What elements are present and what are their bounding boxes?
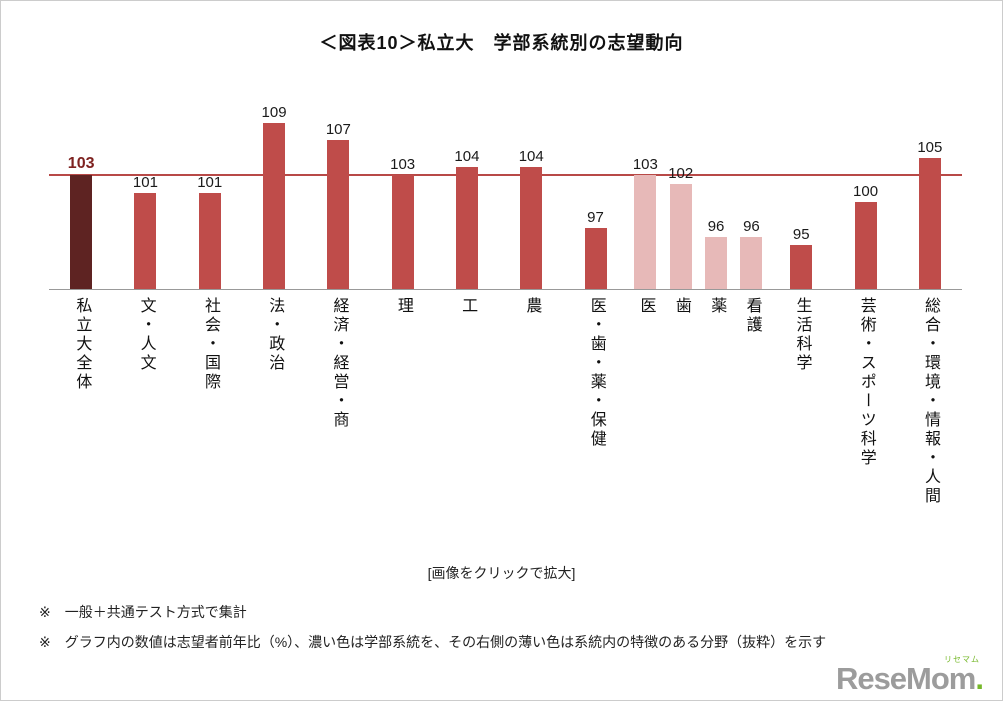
footnote-2: ※ グラフ内の数値は志望者前年比（%）、濃い色は学部系統を、その右側の薄い色は系… [39,633,827,650]
bar-area: 107 [326,79,351,289]
chart-column: 103 医 [628,79,663,547]
bar-value-label: 96 [707,217,725,235]
bar [455,166,478,289]
bar-area: 104 [519,79,544,289]
chart-column: 101 社会・国際 [178,79,242,547]
bar [263,122,286,289]
bar-chart: 103 私立大全体 101 文・人文 101 社会・国際 109 法・政治 107 経済・経営・商… [49,79,962,547]
resemom-logo[interactable]: リセマム ReseMom. [835,656,984,696]
bar [70,175,93,289]
bar-value-label: 103 [390,156,416,174]
category-label: 文・人文 [137,297,155,373]
category-label: 工 [459,297,477,316]
category-label: 生活科学 [793,297,811,373]
bar [918,157,941,289]
bar-area: 96 [705,79,728,289]
category-label: 歯 [672,297,690,316]
bar-area: 103 [390,79,415,289]
bar-area: 104 [454,79,479,289]
bar-value-label: 101 [197,173,223,191]
bar-value-label: 107 [325,121,351,139]
category-label: 理 [394,297,412,316]
logo-ruby-text: リセマム [944,655,980,664]
category-label: 薬 [708,297,726,316]
bar [391,175,414,289]
category-label: 私立大全体 [73,297,91,392]
chart-column: 104 農 [499,79,563,547]
chart-column: 97 医・歯・薬・保健 [563,79,627,547]
bar [134,192,157,289]
bar-value-label: 96 [743,217,760,235]
logo-text: ReseMom [835,661,976,696]
footnote-1: ※ 一般＋共通テスト方式で集計 [39,604,247,620]
enlarge-caption[interactable]: [画像をクリックで拡大] [427,565,576,581]
bar [705,236,728,289]
category-label: 医・歯・薬・保健 [587,297,605,449]
chart-column: 101 文・人文 [113,79,177,547]
bar [790,245,813,289]
category-label: 経済・経営・商 [330,297,348,430]
chart-column: 96 看護 [734,79,769,547]
chart-column: 96 薬 [698,79,733,547]
category-label: 芸術・スポーツ科学 [857,297,875,468]
bar [669,184,692,289]
bar [327,140,350,289]
chart-column: 95 生活科学 [769,79,833,547]
bar-value-label: 104 [454,147,480,165]
category-label: 法・政治 [266,297,284,373]
bar-value-label: 95 [792,226,810,244]
bar-area: 105 [917,79,942,289]
chart-column: 103 理 [370,79,434,547]
category-label: 社会・国際 [201,297,219,392]
plot-columns: 103 私立大全体 101 文・人文 101 社会・国際 109 法・政治 107 経済・経営・商… [49,79,962,547]
category-label: 看護 [743,297,761,335]
bar [584,227,607,289]
bar-area: 100 [853,79,878,289]
bar [634,175,657,289]
bar-value-label: 105 [917,138,943,156]
category-label: 医 [637,297,655,316]
category-label: 農 [523,297,541,316]
bar [520,166,543,289]
bar-area: 101 [197,79,222,289]
bar-value-label: 103 [632,156,658,174]
bar-area: 96 [740,79,763,289]
bar [198,192,221,289]
bar [854,201,877,289]
chart-column: 102 歯 [663,79,698,547]
bar [740,236,763,289]
x-axis-line [49,289,962,290]
bar-value-label: 100 [853,182,879,200]
reference-line [49,174,962,177]
chart-column: 107 経済・経営・商 [306,79,370,547]
chart-column: 105 総合・環境・情報・人間 [898,79,962,547]
bar-area: 109 [262,79,287,289]
bar-value-label: 101 [132,173,158,191]
bar-value-label: 109 [261,103,287,121]
bar-value-label: 97 [587,208,604,226]
bar-area: 103 [68,79,95,289]
bar-area: 103 [633,79,658,289]
bar-area: 95 [790,79,813,289]
logo-dot: . [975,661,984,696]
footnotes: ※ 一般＋共通テスト方式で集計 ※ グラフ内の数値は志望者前年比（%）、濃い色は… [39,603,982,652]
bar-area: 102 [668,79,693,289]
bar-area: 97 [584,79,607,289]
category-label: 総合・環境・情報・人間 [922,297,940,506]
chart-column: 100 芸術・スポーツ科学 [833,79,897,547]
bar-area: 101 [133,79,158,289]
bar-value-label: 102 [668,165,694,182]
chart-column: 104 工 [435,79,499,547]
bar-value-label: 104 [518,147,544,165]
chart-title: ＜図表10＞私立大 学部系統別の志望動向 [319,33,684,53]
chart-column: 109 法・政治 [242,79,306,547]
bar-value-label: 103 [67,155,95,173]
chart-column: 103 私立大全体 [49,79,113,547]
